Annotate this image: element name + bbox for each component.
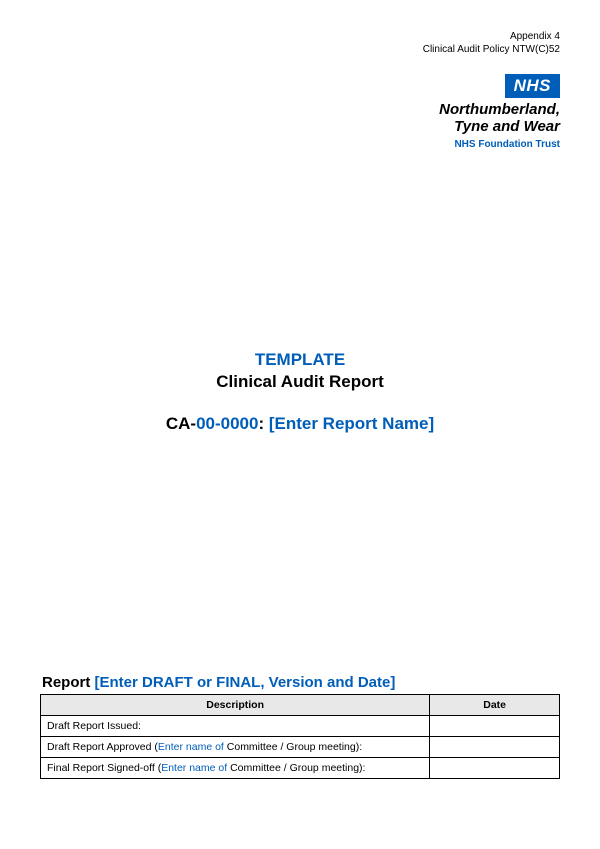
ca-colon: :: [258, 414, 268, 433]
row-suffix: Committee / Group meeting):: [227, 741, 362, 753]
cell-date: [430, 715, 560, 736]
row-prefix: Draft Report Approved (: [47, 741, 158, 753]
report-title: Clinical Audit Report: [40, 372, 560, 392]
cell-description: Draft Report Approved (Enter name of Com…: [41, 736, 430, 757]
col-description: Description: [41, 694, 430, 715]
cell-description: Final Report Signed-off (Enter name of C…: [41, 757, 430, 778]
org-line2: Tyne and Wear: [40, 118, 560, 135]
table-row: Final Report Signed-off (Enter name of C…: [41, 757, 560, 778]
trust-line: NHS Foundation Trust: [40, 139, 560, 150]
ca-prefix: CA-: [166, 414, 196, 433]
table-row: Draft Report Issued:: [41, 715, 560, 736]
ca-placeholder: [Enter Report Name]: [269, 414, 434, 433]
row-prefix: Draft Report Issued:: [47, 720, 141, 732]
cell-date: [430, 757, 560, 778]
report-heading-label: Report: [42, 674, 95, 691]
ca-line: CA-00-0000: [Enter Report Name]: [40, 414, 560, 434]
nhs-badge: NHS: [505, 74, 560, 98]
table-row: Draft Report Approved (Enter name of Com…: [41, 736, 560, 757]
title-block: TEMPLATE Clinical Audit Report CA-00-000…: [40, 350, 560, 434]
template-label: TEMPLATE: [40, 350, 560, 370]
ca-number: 00-0000: [196, 414, 258, 433]
row-blue-part: Enter name of: [161, 762, 230, 774]
policy-line: Clinical Audit Policy NTW(C)52: [40, 43, 560, 56]
table-header-row: Description Date: [41, 694, 560, 715]
row-prefix: Final Report Signed-off (: [47, 762, 161, 774]
org-line1: Northumberland,: [40, 101, 560, 118]
appendix-line: Appendix 4: [40, 30, 560, 43]
report-section: Report [Enter DRAFT or FINAL, Version an…: [40, 674, 560, 779]
report-heading-placeholder: [Enter DRAFT or FINAL, Version and Date]: [95, 674, 396, 691]
report-table: Description Date Draft Report Issued: Dr…: [40, 694, 560, 779]
header-meta: Appendix 4 Clinical Audit Policy NTW(C)5…: [40, 30, 560, 56]
cell-description: Draft Report Issued:: [41, 715, 430, 736]
row-blue-part: Enter name of: [158, 741, 227, 753]
cell-date: [430, 736, 560, 757]
row-suffix: Committee / Group meeting):: [230, 762, 365, 774]
report-heading: Report [Enter DRAFT or FINAL, Version an…: [40, 674, 560, 691]
org-name: Northumberland, Tyne and Wear: [40, 101, 560, 136]
logo-block: NHS Northumberland, Tyne and Wear NHS Fo…: [40, 74, 560, 150]
col-date: Date: [430, 694, 560, 715]
